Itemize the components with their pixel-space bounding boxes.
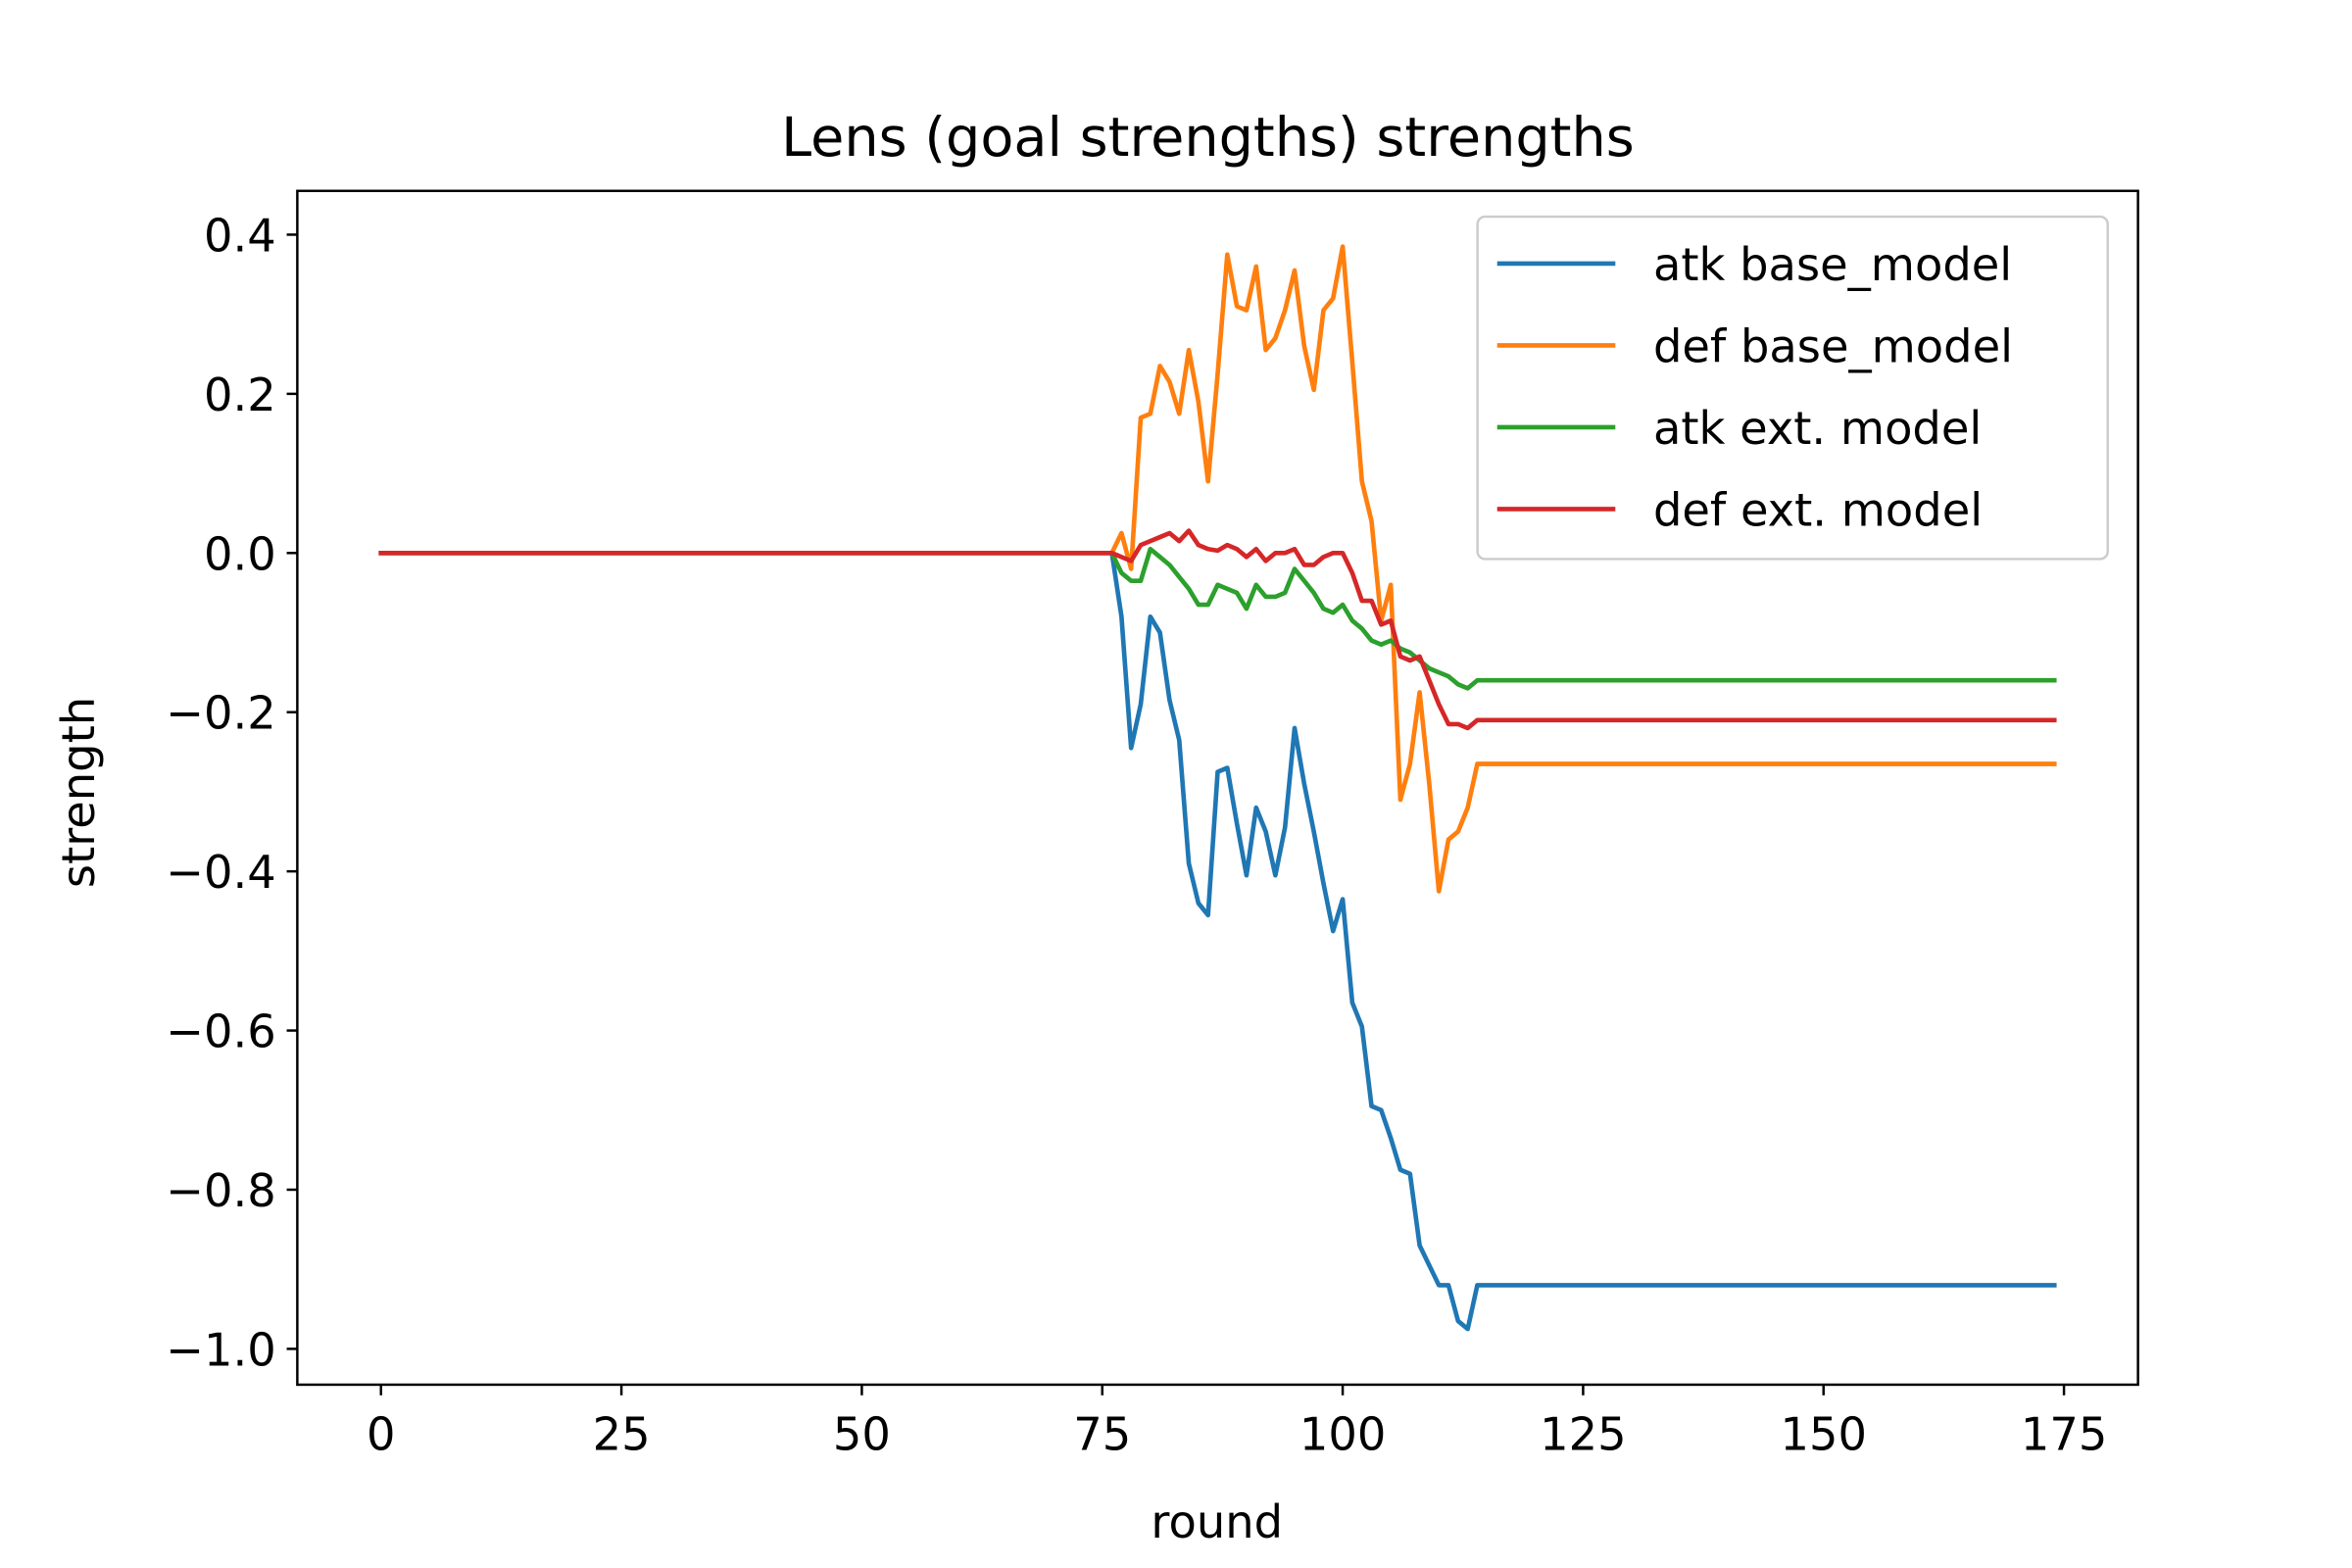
series-line-3 [378, 528, 2057, 731]
legend-label-1: def base_model [1653, 319, 2013, 372]
y-tick-label: −1.0 [166, 1323, 276, 1376]
y-axis-label: strength [52, 697, 105, 888]
x-tick-label: 50 [833, 1407, 891, 1460]
y-axis: 0.4 0.2 0.0 −0.2 −0.4 −0.6 −0.8 −1.0 [166, 209, 298, 1376]
x-tick-label: 0 [367, 1407, 396, 1460]
x-tick-label: 75 [1073, 1407, 1131, 1460]
x-axis: 0 25 50 75 100 125 150 175 [367, 1384, 2107, 1460]
series-line-0 [378, 550, 2057, 1332]
y-tick-label: −0.2 [166, 687, 276, 740]
series-line-1 [378, 244, 2057, 894]
chart-title: Lens (goal strengths) strengths [781, 106, 1635, 170]
y-tick-label: 0.2 [204, 368, 276, 421]
y-tick-label: −0.4 [166, 846, 276, 899]
plot-area [296, 189, 2139, 1387]
y-tick-label: −0.6 [166, 1005, 276, 1058]
legend-label-3: def ext. model [1653, 483, 1983, 536]
plot-frame [296, 189, 2139, 1387]
legend-box [1476, 215, 2109, 561]
x-tick-label: 125 [1540, 1407, 1627, 1460]
y-tick-label: 0.4 [204, 209, 276, 262]
x-tick-label: 25 [593, 1407, 651, 1460]
y-tick-label: 0.0 [204, 527, 276, 580]
legend-label-2: atk ext. model [1653, 402, 1982, 455]
legend-label-0: atk base_model [1653, 238, 2012, 291]
y-tick-label: −0.8 [166, 1164, 276, 1217]
x-tick-label: 100 [1299, 1407, 1387, 1460]
x-tick-label: 175 [2021, 1407, 2107, 1460]
x-axis-label: round [1151, 1495, 1283, 1548]
x-tick-label: 150 [1780, 1407, 1867, 1460]
series-layer [378, 244, 2057, 1332]
